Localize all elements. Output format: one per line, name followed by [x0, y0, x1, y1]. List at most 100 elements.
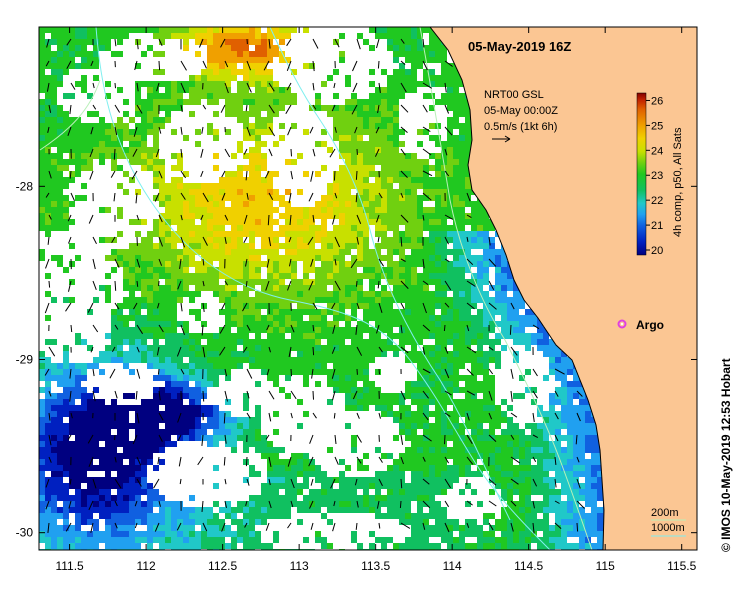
sst-pixel: [405, 159, 411, 165]
sst-pixel: [411, 477, 417, 483]
sst-pixel: [153, 33, 159, 39]
sst-pixel: [345, 375, 351, 381]
sst-pixel: [369, 501, 375, 507]
sst-pixel: [189, 495, 195, 501]
sst-pixel: [561, 375, 567, 381]
sst-pixel: [123, 537, 129, 543]
sst-pixel: [477, 315, 483, 321]
sst-pixel: [561, 357, 567, 363]
sst-pixel: [267, 303, 273, 309]
sst-pixel: [483, 351, 489, 357]
sst-pixel: [39, 171, 45, 177]
sst-pixel: [189, 309, 195, 315]
sst-pixel: [141, 459, 147, 465]
sst-pixel: [159, 495, 165, 501]
sst-pixel: [183, 39, 189, 45]
sst-pixel: [423, 69, 429, 75]
sst-pixel: [315, 207, 321, 213]
sst-pixel: [357, 387, 363, 393]
sst-pixel: [411, 291, 417, 297]
sst-pixel: [477, 321, 483, 327]
sst-pixel: [135, 81, 141, 87]
sst-pixel: [393, 411, 399, 417]
sst-pixel: [411, 351, 417, 357]
sst-pixel: [135, 453, 141, 459]
sst-pixel: [231, 519, 237, 525]
sst-pixel: [345, 207, 351, 213]
sst-pixel: [111, 477, 117, 483]
sst-pixel: [363, 387, 369, 393]
sst-pixel: [447, 375, 453, 381]
sst-pixel: [225, 183, 231, 189]
sst-pixel: [387, 129, 393, 135]
sst-pixel: [201, 81, 207, 87]
sst-pixel: [189, 249, 195, 255]
sst-pixel: [375, 273, 381, 279]
sst-pixel: [213, 93, 219, 99]
sst-pixel: [255, 219, 261, 225]
sst-pixel: [45, 375, 51, 381]
sst-pixel: [339, 225, 345, 231]
sst-pixel: [555, 471, 561, 477]
sst-pixel: [429, 225, 435, 231]
sst-pixel: [309, 489, 315, 495]
sst-pixel: [93, 123, 99, 129]
sst-pixel: [315, 141, 321, 147]
sst-pixel: [87, 363, 93, 369]
sst-pixel: [345, 117, 351, 123]
sst-pixel: [309, 339, 315, 345]
sst-pixel: [45, 27, 51, 33]
sst-pixel: [45, 273, 51, 279]
sst-pixel: [147, 495, 153, 501]
sst-pixel: [501, 459, 507, 465]
sst-pixel: [105, 447, 111, 453]
sst-pixel: [435, 447, 441, 453]
sst-pixel: [57, 135, 63, 141]
sst-pixel: [195, 351, 201, 357]
sst-pixel: [411, 87, 417, 93]
sst-pixel: [207, 279, 213, 285]
sst-pixel: [75, 459, 81, 465]
sst-pixel: [501, 429, 507, 435]
sst-pixel: [63, 441, 69, 447]
sst-pixel: [303, 471, 309, 477]
sst-pixel: [45, 435, 51, 441]
sst-pixel: [537, 405, 543, 411]
sst-pixel: [135, 99, 141, 105]
sst-pixel: [57, 399, 63, 405]
sst-pixel: [369, 105, 375, 111]
sst-pixel: [39, 513, 45, 519]
sst-pixel: [267, 291, 273, 297]
sst-pixel: [381, 195, 387, 201]
sst-pixel: [297, 519, 303, 525]
sst-pixel: [51, 363, 57, 369]
sst-pixel: [363, 495, 369, 501]
sst-pixel: [339, 489, 345, 495]
sst-pixel: [441, 363, 447, 369]
sst-pixel: [213, 45, 219, 51]
sst-pixel: [405, 195, 411, 201]
sst-pixel: [171, 33, 177, 39]
sst-pixel: [75, 405, 81, 411]
sst-pixel: [165, 117, 171, 123]
sst-pixel: [369, 345, 375, 351]
sst-pixel: [267, 99, 273, 105]
sst-pixel: [339, 189, 345, 195]
sst-pixel: [231, 273, 237, 279]
sst-pixel: [417, 375, 423, 381]
sst-pixel: [357, 369, 363, 375]
sst-pixel: [75, 537, 81, 543]
sst-pixel: [567, 387, 573, 393]
sst-pixel: [117, 303, 123, 309]
sst-pixel: [489, 411, 495, 417]
sst-pixel: [147, 279, 153, 285]
sst-pixel: [189, 81, 195, 87]
sst-pixel: [549, 345, 555, 351]
sst-pixel: [243, 249, 249, 255]
sst-pixel: [273, 171, 279, 177]
sst-pixel: [279, 321, 285, 327]
sst-pixel: [165, 279, 171, 285]
sst-pixel: [561, 489, 567, 495]
sst-pixel: [189, 207, 195, 213]
sst-pixel: [159, 441, 165, 447]
